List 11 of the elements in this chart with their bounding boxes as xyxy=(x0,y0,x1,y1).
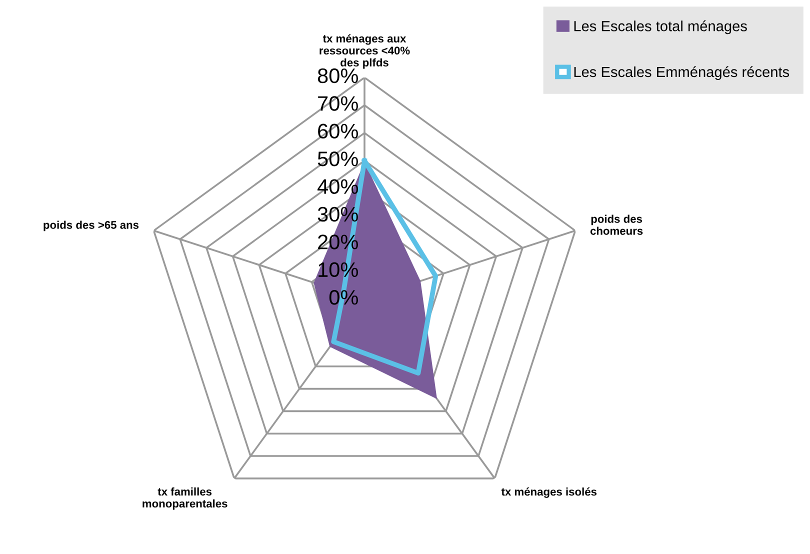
spoke-label: poids des >65 ans xyxy=(44,220,139,232)
y-tick-label: 50% xyxy=(318,152,358,166)
y-tick-label: 80% xyxy=(318,68,358,84)
y-tick-label: 60% xyxy=(318,124,358,139)
legend-label: Les Escales total ménages xyxy=(574,20,747,34)
spoke-label: tx ménages aux ressources <40% des plfds xyxy=(320,34,410,69)
spoke-label: poids des chomeurs xyxy=(590,214,643,235)
legend-label: Les Escales Emménagés récents xyxy=(574,66,790,80)
y-tick-label: 70% xyxy=(318,96,358,111)
spoke-label: tx ménages isolés xyxy=(501,487,597,498)
spoke-label: tx familles monoparentales xyxy=(142,487,228,510)
